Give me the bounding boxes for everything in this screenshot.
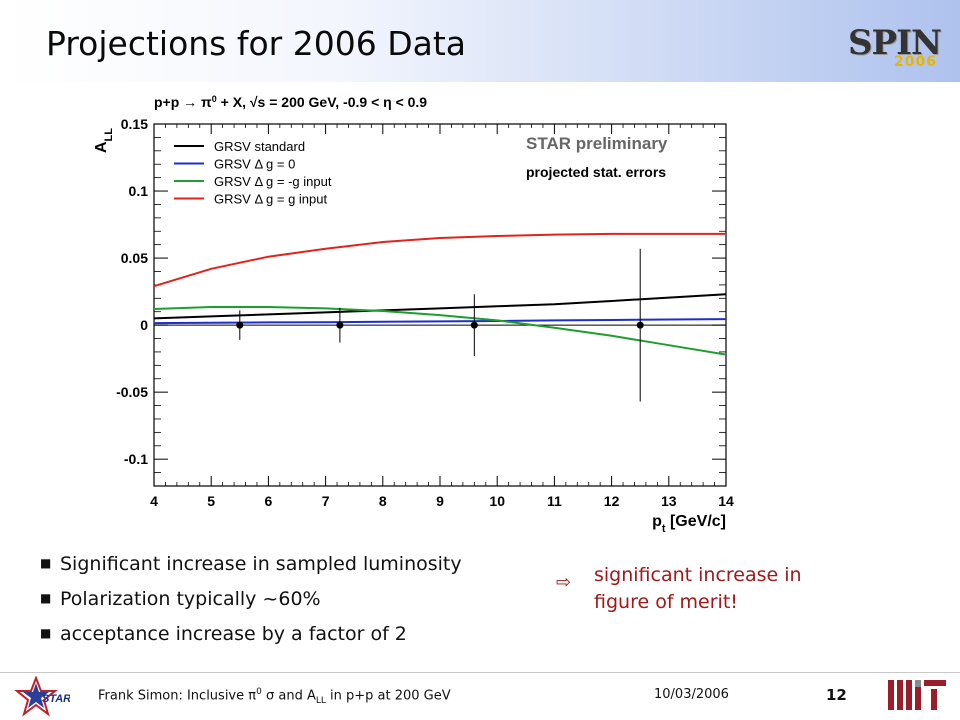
y-tick-label: 0.1	[129, 183, 149, 199]
spin-logo-year: 2006	[894, 54, 937, 70]
data-point	[236, 321, 244, 329]
y-tick-label: 0	[140, 317, 148, 333]
x-tick-label: 4	[150, 493, 158, 509]
x-tick-label: 8	[379, 493, 387, 509]
footer-pi: π	[248, 688, 257, 704]
y-tick-label: -0.1	[124, 451, 148, 467]
bullet-marker: ■	[40, 556, 52, 570]
legend-label: GRSV standard	[214, 139, 305, 154]
bullet-text: Polarization typically ~60%	[60, 588, 321, 610]
data-point	[336, 321, 344, 329]
bullet-text: Significant increase in sampled luminosi…	[60, 553, 462, 575]
legend-label: GRSV Δ g = 0	[214, 157, 295, 172]
legend: GRSV standard GRSV Δ g = 0 GRSV Δ g = -g i…	[174, 139, 332, 207]
data-point	[470, 321, 478, 329]
title-band	[0, 0, 960, 82]
legend-label: GRSV Δ g = -g input	[214, 174, 332, 189]
star-logo-label: STAR	[42, 693, 70, 705]
footer-and: and A	[278, 688, 316, 704]
x-tick-label: 11	[547, 493, 562, 509]
footer-pi-sup: 0	[256, 687, 262, 697]
x-tick-label: 12	[604, 493, 620, 509]
x-tick-label: 5	[207, 493, 215, 509]
page-number: 12	[826, 686, 847, 704]
footer-date: 10/03/2006	[654, 687, 729, 702]
x-tick-label: 13	[661, 493, 677, 509]
x-axis-label: pt [GeV/c]	[652, 513, 726, 535]
footer-sigma: σ	[265, 688, 275, 704]
y-axis-label: ALL	[93, 128, 115, 153]
mit-logo	[888, 680, 946, 710]
x-tick-label: 6	[265, 493, 273, 509]
y-tick-label: 0.15	[121, 116, 148, 132]
footer-tail: in p+p at 200 GeV	[330, 688, 451, 704]
projected-errors-label: projected stat. errors	[526, 164, 666, 180]
arrow-right-icon: ⇨	[556, 572, 572, 593]
x-tick-label: 14	[718, 493, 734, 509]
curve-series-0	[153, 293, 727, 320]
spin-logo: SPIN 2006	[848, 24, 948, 76]
footer-divider	[0, 672, 960, 673]
bullet-marker: ■	[40, 591, 52, 605]
footer-author: Frank Simon: Inclusive	[98, 688, 245, 704]
bullet-item: ■ Polarization typically ~60%	[40, 588, 321, 610]
conclusion-text: significant increase in figure of merit!	[594, 562, 802, 616]
footer-all-sub: LL	[315, 695, 326, 706]
bullet-item: ■ acceptance increase by a factor of 2	[40, 623, 407, 645]
spin-logo-word: SPIN	[848, 23, 942, 63]
conclusion-line-2: figure of merit!	[594, 591, 738, 613]
x-tick-label: 10	[489, 493, 505, 509]
conclusion-line-1: significant increase in	[594, 564, 802, 586]
bullet-item: ■ Significant increase in sampled luminos…	[40, 553, 462, 575]
legend-label: GRSV Δ g = g input	[214, 192, 327, 207]
y-tick-label: -0.05	[116, 384, 148, 400]
curve-series-3	[153, 232, 726, 288]
footer-citation: Frank Simon: Inclusive π0 σ and ALL in p…	[98, 687, 451, 706]
slide-title: Projections for 2006 Data	[46, 24, 466, 63]
curve-series-1	[153, 318, 727, 325]
y-tick-label: 0.05	[121, 250, 148, 266]
x-tick-label: 7	[322, 493, 330, 509]
curve-series-2	[153, 306, 727, 356]
asymmetry-plot: p+p → π0 + X, √s = 200 GeV, -0.9 < η < 0…	[93, 94, 734, 535]
star-preliminary-label: STAR preliminary	[526, 134, 668, 153]
star-logo: STAR	[14, 676, 70, 717]
data-point	[636, 321, 644, 329]
bullet-text: acceptance increase by a factor of 2	[60, 623, 407, 645]
x-tick-label: 9	[436, 493, 444, 509]
bullet-marker: ■	[40, 626, 52, 640]
chart-title: p+p → π0 + X, √s = 200 GeV, -0.9 < η < 0…	[154, 94, 427, 110]
